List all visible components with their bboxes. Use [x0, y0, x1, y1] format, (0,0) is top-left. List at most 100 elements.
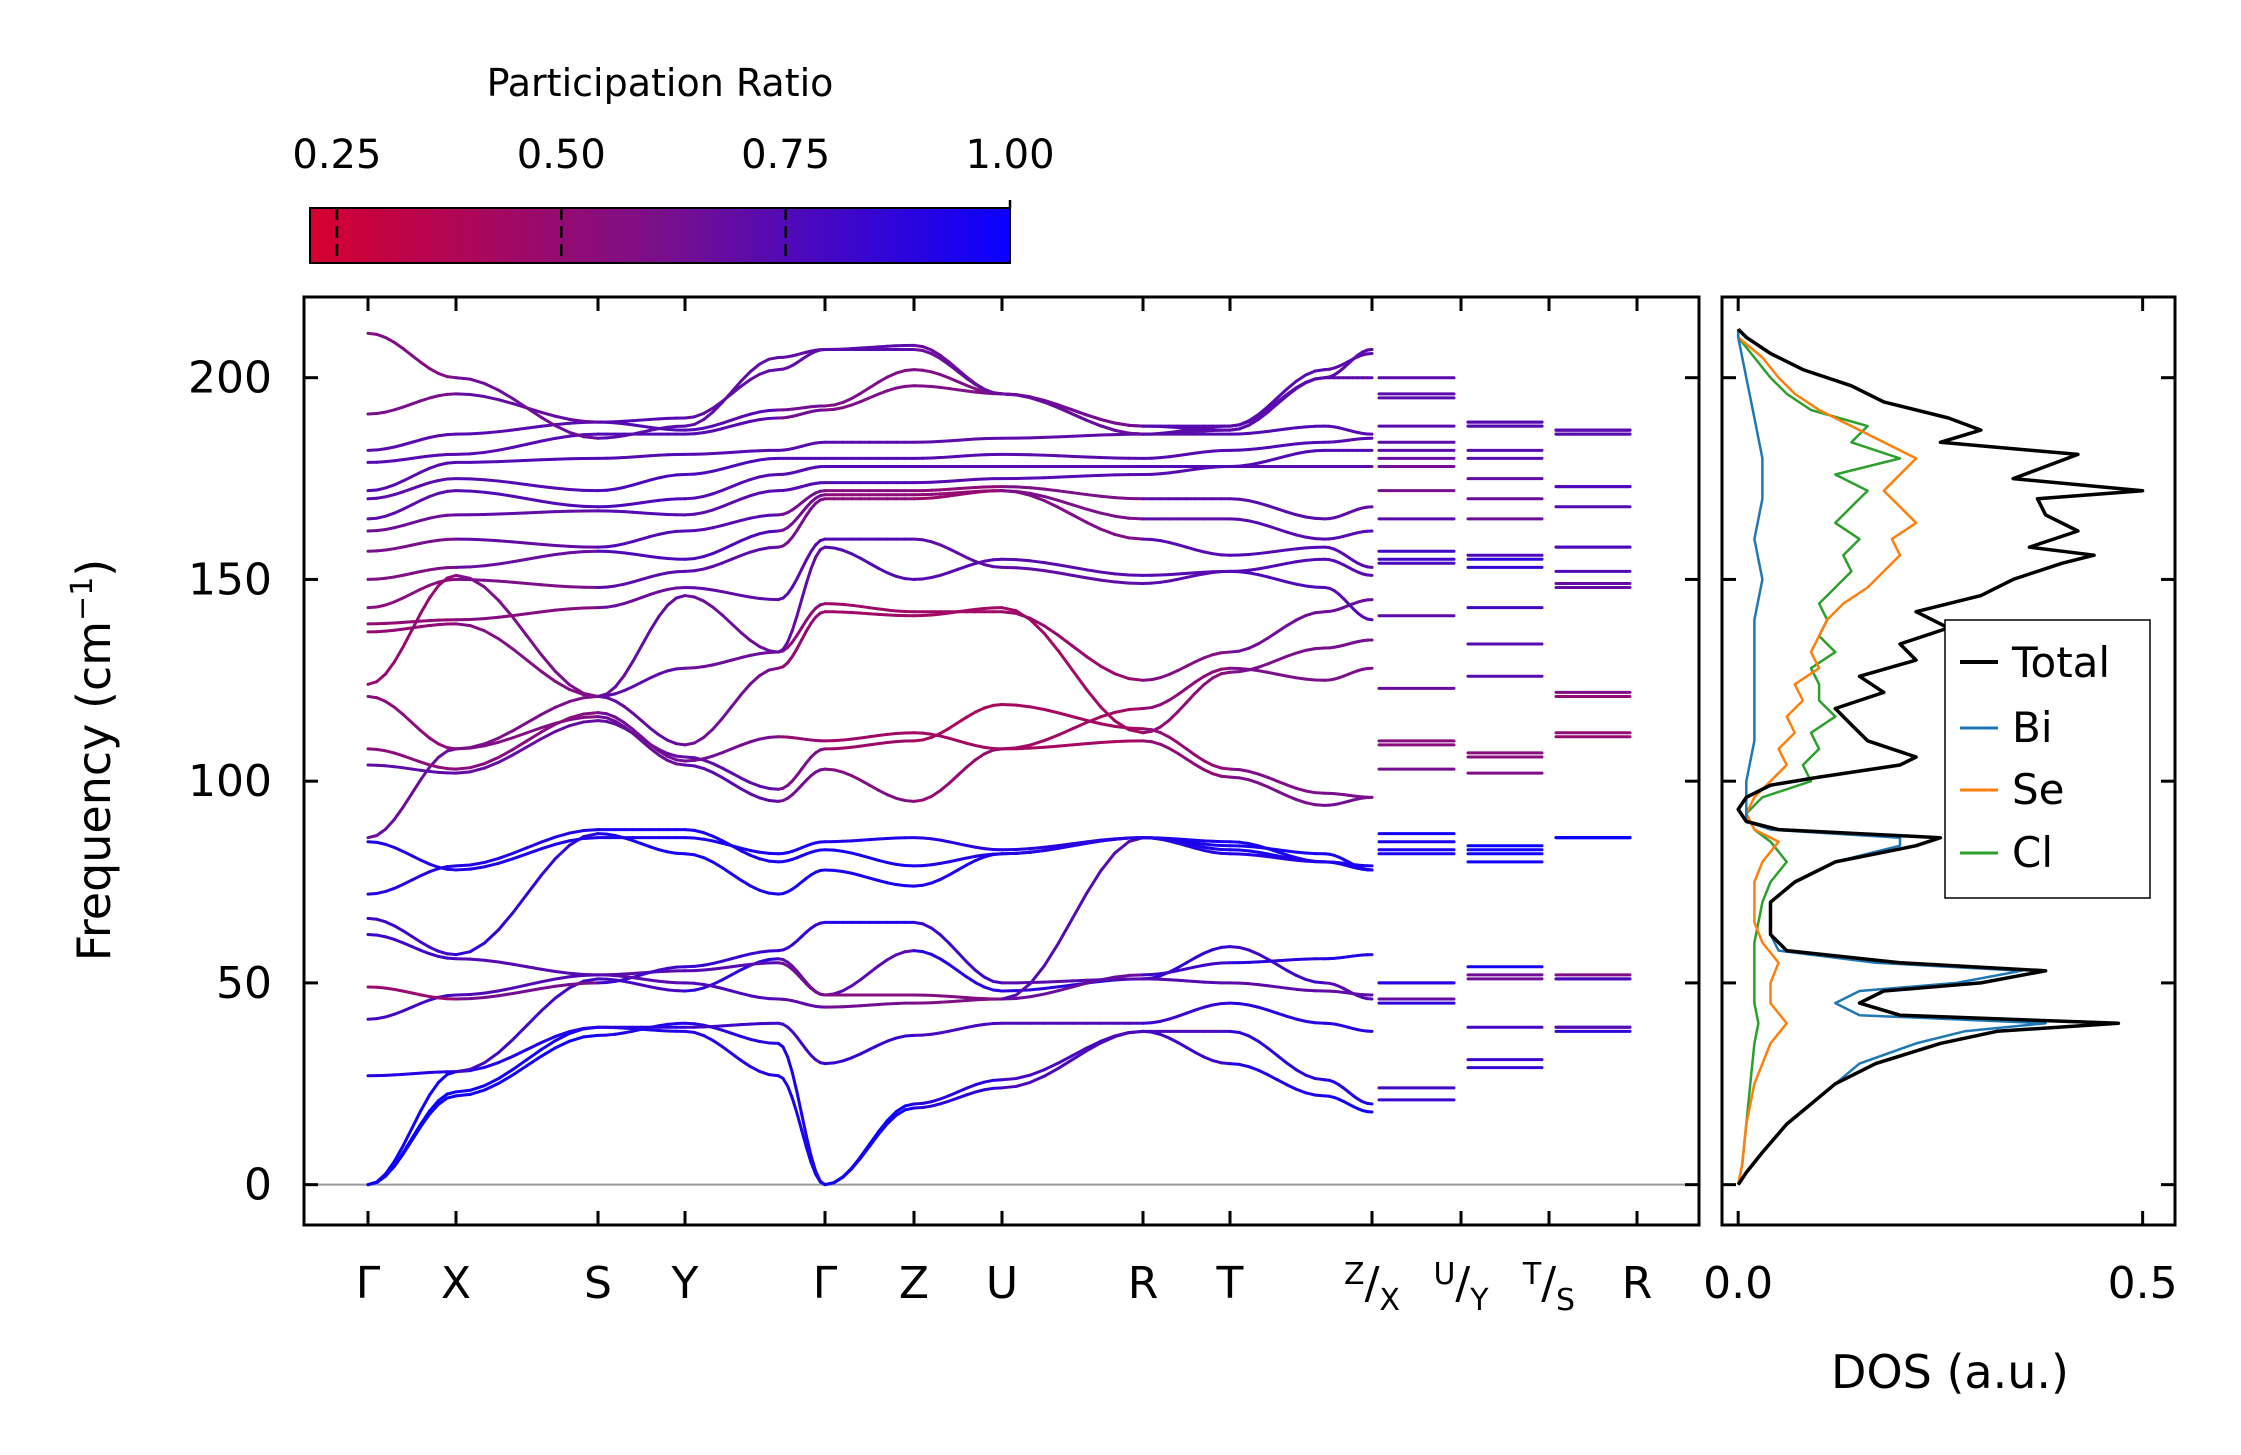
band-17-segment	[1294, 558, 1308, 564]
band-28-segment	[392, 340, 405, 351]
band-18-segment	[739, 550, 752, 558]
band-2-segment	[850, 1156, 863, 1171]
band-21-segment	[692, 511, 706, 516]
band-18-segment	[1028, 493, 1046, 503]
band-18-segment	[525, 581, 543, 587]
band-10-segment	[1056, 842, 1074, 848]
band-18-segment	[384, 600, 396, 607]
band-22-segment	[1266, 456, 1279, 463]
band-14-segment	[454, 746, 472, 751]
band-8-segment	[553, 843, 572, 861]
band-1-segment	[1028, 1068, 1046, 1077]
band-16-segment	[1256, 573, 1270, 579]
band-5-segment	[1256, 959, 1270, 964]
band-23-segment	[640, 478, 652, 485]
band-13-segment	[711, 751, 724, 758]
band-18-segment	[730, 554, 743, 561]
band-5-segment	[497, 986, 515, 993]
band-18-segment	[748, 547, 762, 554]
band-24-segment	[1247, 431, 1260, 435]
band-2-segment	[758, 1040, 771, 1045]
band-8-segment	[956, 863, 969, 872]
band-8-segment	[1275, 848, 1289, 853]
band-15-segment	[384, 660, 396, 676]
band-1-segment	[1014, 1073, 1032, 1081]
band-27-segment	[419, 396, 432, 403]
band-1-segment	[711, 1038, 724, 1049]
band-17-segment	[720, 590, 734, 596]
band-11-segment	[419, 765, 432, 782]
band-3-segment	[711, 1024, 724, 1028]
band-6-segment	[758, 949, 771, 954]
band-9-segment	[748, 853, 762, 861]
band-22-segment	[720, 485, 734, 492]
band-11-segment	[1028, 745, 1046, 750]
band-8-segment	[401, 929, 414, 939]
band-17-segment	[947, 547, 960, 555]
band-13-segment	[1071, 720, 1089, 731]
band-10-segment	[582, 836, 600, 840]
band-12-segment	[1237, 768, 1251, 773]
band-14-segment	[767, 666, 780, 672]
band-28-segment	[454, 376, 472, 381]
band-8-segment	[947, 868, 960, 877]
band-19-segment	[539, 553, 557, 559]
band-13-segment	[1014, 743, 1032, 750]
band-27-segment	[938, 357, 951, 367]
band-9-segment	[454, 863, 472, 868]
band-26-segment	[1304, 369, 1317, 377]
band-1-segment	[497, 1068, 515, 1081]
band-17-segment	[982, 563, 995, 569]
band-1-segment	[1202, 1055, 1215, 1063]
band-13-segment	[956, 739, 969, 745]
band-25-segment	[894, 384, 907, 390]
band-1-segment	[965, 1083, 978, 1090]
band-26-segment	[1085, 413, 1103, 421]
band-12-segment	[1211, 763, 1223, 770]
band-13-segment	[553, 716, 572, 726]
band-1-segment	[947, 1090, 960, 1098]
band-12-segment	[956, 715, 969, 725]
band-10-segment	[739, 846, 752, 852]
band-11-segment	[1202, 768, 1215, 776]
band-19-segment	[758, 530, 771, 536]
band-27-segment	[497, 398, 515, 406]
band-14-segment	[1247, 665, 1260, 672]
band-5-segment	[1056, 985, 1074, 993]
band-3-segment	[539, 1034, 557, 1045]
band-3-segment	[497, 1054, 515, 1065]
band-12-segment	[1294, 786, 1308, 793]
band-11-segment	[938, 781, 951, 793]
y-tick-label: 200	[188, 353, 272, 404]
band-26-segment	[930, 370, 942, 377]
band-15-segment	[702, 663, 715, 669]
band-15-segment	[1000, 610, 1018, 615]
band-19-segment	[525, 555, 543, 561]
band-13-segment	[1085, 715, 1103, 724]
band-19-segment	[1071, 503, 1089, 511]
band-2-segment	[956, 1093, 969, 1100]
band-25-segment	[748, 418, 762, 423]
band-9-segment	[468, 860, 486, 867]
band-10-segment	[482, 861, 501, 869]
band-16-segment	[720, 613, 734, 626]
band-11-segment	[850, 774, 863, 782]
band-5-segment	[419, 998, 432, 1005]
band-22-segment	[739, 478, 752, 485]
band-1-segment	[1056, 1054, 1074, 1065]
band-12-segment	[1313, 791, 1327, 795]
band-26-segment	[1313, 368, 1327, 373]
band-16-segment	[1294, 582, 1308, 588]
band-14-segment	[1266, 658, 1279, 666]
band-18-segment	[1085, 520, 1103, 531]
band-4-segment	[1202, 948, 1215, 955]
band-27-segment	[410, 399, 423, 406]
band-13-segment	[758, 735, 771, 741]
band-4-segment	[850, 978, 863, 988]
band-18-segment	[1266, 549, 1279, 554]
band-28-segment	[1294, 380, 1308, 390]
band-12-segment	[947, 721, 960, 730]
band-16-segment	[809, 555, 818, 571]
band-22-segment	[553, 501, 572, 507]
band-22-segment	[511, 494, 529, 501]
